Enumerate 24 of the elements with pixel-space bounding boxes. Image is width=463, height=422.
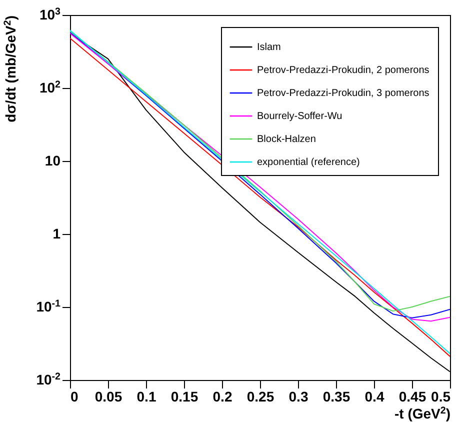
legend-label: Petrov-Predazzi-Prokudin, 3 pomerons (257, 88, 430, 99)
x-tick-label: 0.4 (364, 388, 384, 404)
x-tick-label: 0.25 (246, 388, 274, 404)
x-tick-label: 0.5 (431, 388, 451, 404)
x-tick-label: 0 (70, 388, 78, 404)
y-tick-label: 10$^{-2}$ (36, 371, 62, 388)
x-tick-label: 0.1 (136, 388, 156, 404)
legend-label: exponential (reference) (257, 157, 360, 168)
legend-label: Islam (257, 42, 281, 53)
legend-label: Petrov-Predazzi-Prokudin, 2 pomerons (257, 65, 430, 76)
y-tick-label: 10 (44, 152, 61, 168)
x-tick-label: 0.15 (170, 388, 198, 404)
x-tick-label: 0.35 (322, 388, 350, 404)
y-tick-label: 10$^{2}$ (39, 79, 62, 96)
y-tick-label: 10$^{3}$ (39, 6, 62, 22)
x-tick-label: 0.3 (288, 388, 308, 404)
x-axis-title: -t (GeV$^{2}$) (394, 405, 450, 422)
x-tick-label: 0.45 (398, 388, 426, 404)
x-tick-label: 0.05 (94, 388, 122, 404)
y-tick-label: 10$^{-1}$ (36, 298, 62, 314)
y-tick-label: 1 (52, 226, 61, 242)
legend-label: Block-Halzen (257, 134, 316, 145)
legend-label: Bourrely-Soffer-Wu (257, 111, 342, 122)
x-tick-label: 0.2 (212, 388, 232, 404)
